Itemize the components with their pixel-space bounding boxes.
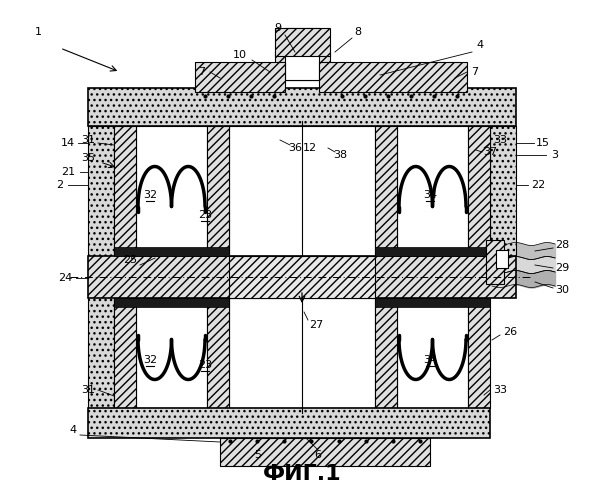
- Text: 31: 31: [81, 385, 95, 395]
- Text: 1: 1: [34, 27, 42, 37]
- Bar: [397, 126, 468, 256]
- Text: 36: 36: [288, 143, 302, 153]
- Text: 14: 14: [61, 138, 75, 148]
- Text: 8: 8: [355, 27, 362, 37]
- Bar: [486, 240, 504, 284]
- Bar: [207, 298, 229, 408]
- Text: 7: 7: [472, 67, 478, 77]
- Text: 5: 5: [254, 450, 262, 460]
- Text: 21: 21: [61, 167, 75, 177]
- Bar: [136, 126, 207, 256]
- Bar: [88, 88, 516, 126]
- Bar: [136, 298, 207, 408]
- Text: 23: 23: [198, 210, 212, 220]
- Bar: [319, 62, 467, 92]
- Text: 22: 22: [531, 180, 545, 190]
- Text: 25: 25: [123, 255, 137, 265]
- Text: 12: 12: [303, 143, 317, 153]
- Text: 4: 4: [477, 40, 484, 50]
- Bar: [207, 298, 229, 408]
- Text: 6: 6: [315, 450, 321, 460]
- Bar: [375, 126, 397, 256]
- Bar: [319, 62, 467, 92]
- Bar: [195, 62, 285, 92]
- Text: ФИГ.1: ФИГ.1: [263, 464, 341, 484]
- Bar: [229, 298, 375, 408]
- Bar: [114, 126, 136, 256]
- Bar: [496, 250, 508, 268]
- Bar: [490, 126, 516, 256]
- Text: 3: 3: [551, 150, 559, 160]
- Bar: [114, 298, 136, 408]
- Bar: [397, 298, 468, 408]
- Bar: [375, 298, 397, 408]
- Bar: [375, 126, 397, 256]
- Bar: [114, 298, 229, 307]
- Bar: [88, 408, 490, 438]
- Bar: [114, 298, 136, 408]
- Bar: [88, 256, 516, 298]
- Bar: [375, 298, 490, 307]
- Text: 28: 28: [555, 240, 569, 250]
- Bar: [468, 298, 490, 408]
- Text: 23: 23: [198, 360, 212, 370]
- Text: 33: 33: [493, 135, 507, 145]
- Text: 34: 34: [423, 355, 437, 365]
- Text: 9: 9: [274, 23, 281, 33]
- Bar: [207, 126, 229, 256]
- Text: 7: 7: [199, 67, 205, 77]
- Bar: [468, 126, 490, 256]
- Text: 24: 24: [58, 273, 72, 283]
- Bar: [486, 240, 504, 284]
- Bar: [114, 247, 229, 256]
- Text: 15: 15: [536, 138, 550, 148]
- Bar: [229, 256, 375, 298]
- Bar: [375, 298, 397, 408]
- Bar: [275, 52, 330, 80]
- Bar: [275, 52, 330, 80]
- Bar: [88, 88, 516, 126]
- Bar: [468, 126, 490, 256]
- Text: 33: 33: [493, 385, 507, 395]
- Text: 4: 4: [69, 425, 77, 435]
- Text: 30: 30: [555, 285, 569, 295]
- Text: 29: 29: [555, 263, 569, 273]
- Bar: [220, 438, 430, 466]
- Bar: [275, 28, 330, 56]
- Bar: [285, 28, 319, 80]
- Text: 38: 38: [333, 150, 347, 160]
- Bar: [88, 256, 516, 298]
- Bar: [490, 126, 516, 256]
- Bar: [88, 408, 490, 438]
- Text: 32: 32: [143, 355, 157, 365]
- Text: 2: 2: [56, 180, 63, 190]
- Bar: [468, 298, 490, 408]
- Text: 31: 31: [81, 135, 95, 145]
- Text: 26: 26: [503, 327, 517, 337]
- Text: 35: 35: [81, 153, 95, 163]
- Text: 27: 27: [309, 320, 323, 330]
- Bar: [229, 126, 375, 256]
- Bar: [88, 126, 114, 408]
- Bar: [275, 28, 330, 56]
- Bar: [195, 62, 285, 92]
- Text: 32: 32: [143, 190, 157, 200]
- Text: 10: 10: [233, 50, 247, 60]
- Text: 34: 34: [423, 190, 437, 200]
- Bar: [375, 247, 490, 256]
- Bar: [114, 126, 136, 256]
- Bar: [207, 126, 229, 256]
- Bar: [88, 126, 114, 408]
- Bar: [229, 256, 375, 298]
- Bar: [220, 438, 430, 466]
- Text: 37: 37: [483, 147, 497, 157]
